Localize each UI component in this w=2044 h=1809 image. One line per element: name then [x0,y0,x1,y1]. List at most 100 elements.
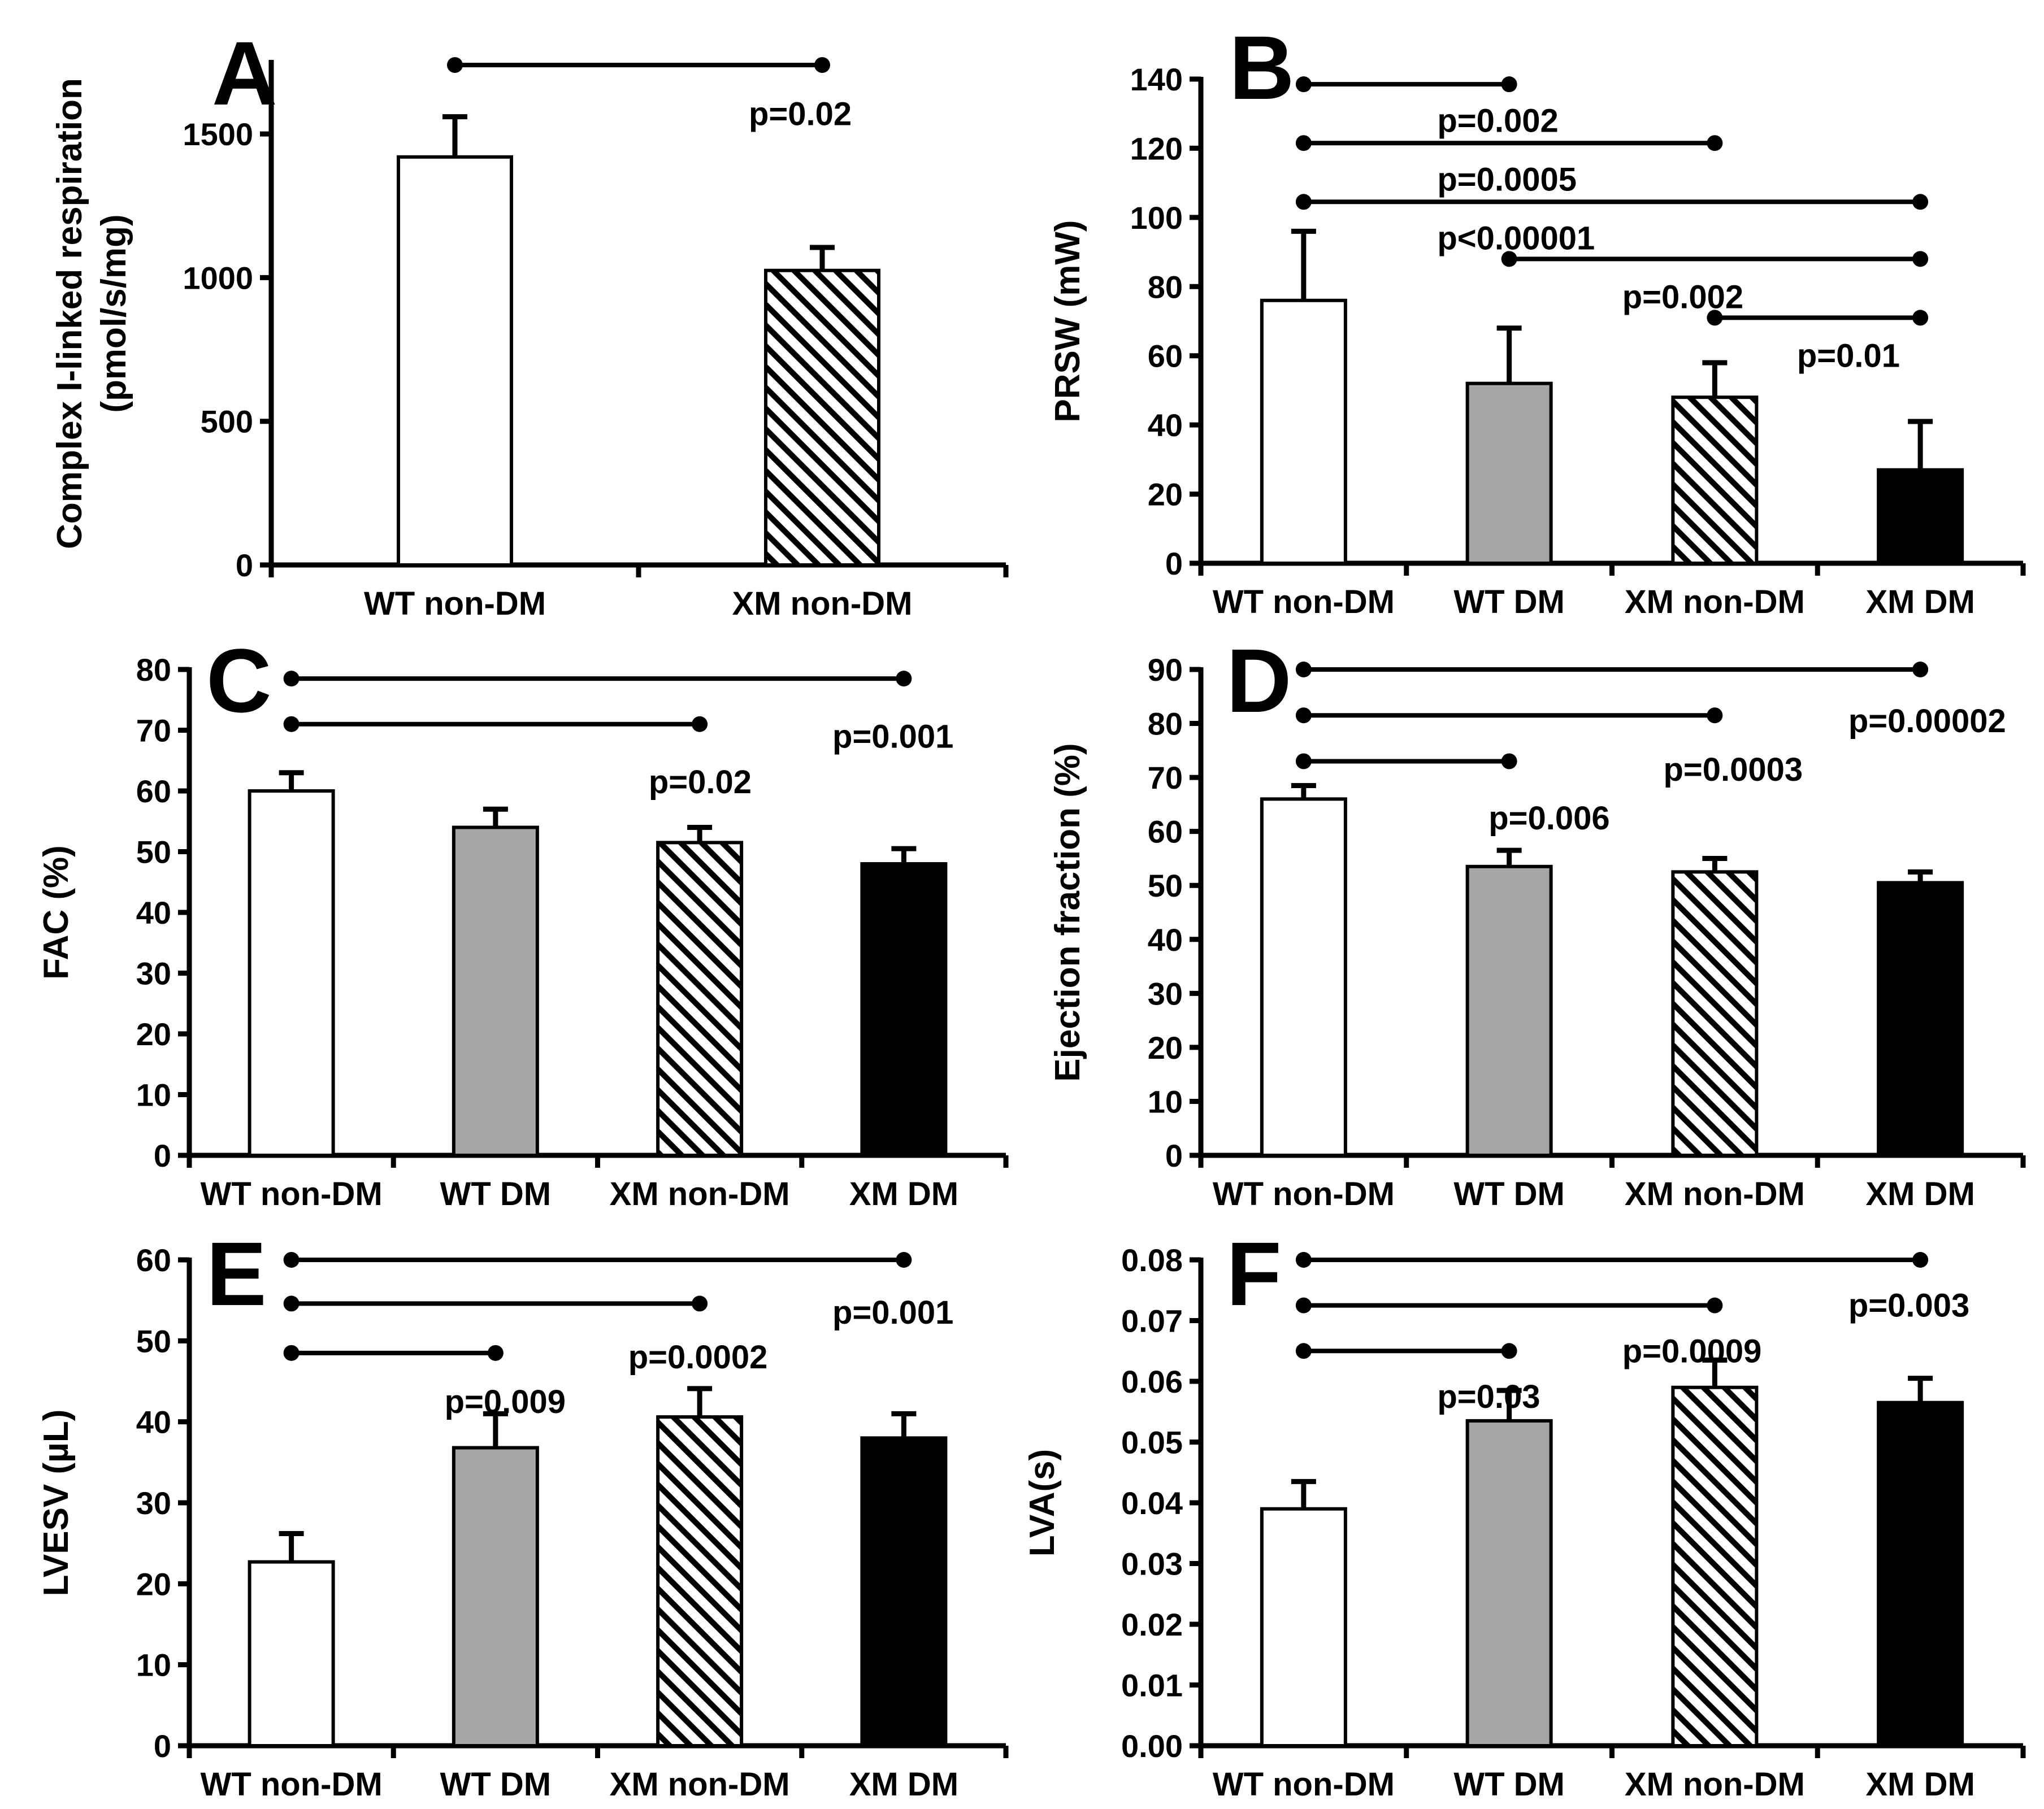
bar-wt-dm [452,825,539,1157]
comparison-dot [283,716,300,732]
p-value-label: p=0.001 [832,718,953,755]
x-category-label: XM non-DM [732,585,913,622]
x-category-label: XM DM [1865,584,1974,620]
panel-letter: E [206,1223,267,1324]
y-tick-label: 0.07 [1121,1303,1183,1339]
comparison-dot [1295,1252,1312,1268]
p-value-label: p=0.003 [1848,1288,1969,1324]
comparison-dot [1707,1297,1723,1314]
y-tick-label: 0 [1165,546,1183,581]
bar-xm-non-dm [764,268,880,567]
p-value-label: p=0.03 [1437,1379,1540,1415]
x-category-label: WT non-DM [201,1766,383,1803]
y-tick-label: 0 [154,1138,171,1173]
y-tick-label: 40 [1148,922,1183,958]
y-tick-label: 0.04 [1121,1485,1183,1521]
y-tick-label: 60 [136,1242,171,1278]
p-value-label: p=0.002 [1437,102,1558,139]
y-tick-label: 0 [154,1728,171,1764]
panel-a: 0 500 1000 1500 WT non-DM XM non-DM Complex I-… [50,23,1009,622]
bar-xm-non-dm [1671,870,1759,1158]
panel-letter: F [1226,1223,1282,1324]
p-value-label: p=0.001 [832,1294,953,1331]
comparison-dot [1501,76,1517,93]
bar-xm-non-dm [656,1415,744,1747]
p-value-label: p=0.01 [1797,338,1900,375]
x-category-label: WT DM [1453,1176,1565,1212]
y-axis-title-line: Complex I-linked respiration [50,78,89,549]
comparison-dot [692,1295,708,1312]
x-category-label: WT non-DM [1213,1766,1395,1803]
y-tick-label: 60 [136,773,171,809]
comparison-dot [1295,753,1312,769]
y-tick-label: 0.01 [1121,1668,1183,1703]
bar-wt-dm [452,1446,539,1748]
comparison-dot [1912,310,1929,326]
bar-wt-non-dm [397,155,513,567]
y-tick-label: 1500 [183,116,253,152]
bar-wt-dm [1465,1419,1553,1747]
p-value-label: p=0.02 [749,96,852,133]
panel-c: 0 10 20 30 40 50 60 70 80 WT non-DM WT DM XM non-DM… [37,630,1009,1212]
p-value-label: p=0.006 [1488,800,1609,837]
comparison-dot [1295,76,1312,93]
panel-d: 0 10 20 30 40 50 60 70 80 90 WT non-DM WT DM XM non-… [1048,630,2026,1212]
comparison-dot [1912,662,1929,677]
y-tick-label: 120 [1130,131,1183,166]
comparison-dot [692,716,708,732]
x-category-label: WT DM [440,1766,552,1803]
y-tick-label: 30 [1148,976,1183,1011]
y-tick-label: 90 [1148,652,1183,688]
y-axis-title: LVA(s) [1023,1449,1062,1557]
y-tick-label: 0.03 [1121,1546,1183,1582]
y-tick-label: 80 [136,652,171,688]
y-tick-label: 0.06 [1121,1364,1183,1399]
y-tick-label: 50 [136,1323,171,1359]
y-tick-label: 60 [1148,338,1183,374]
y-tick-label: 40 [1148,407,1183,443]
y-tick-label: 0.05 [1121,1425,1183,1460]
y-axis-title-line: (pmol/s/mg) [94,214,133,412]
y-tick-label: 30 [136,956,171,992]
y-tick-label: 70 [1148,760,1183,795]
x-category-label: XM non-DM [1625,1176,1805,1212]
x-category-label: WT non-DM [201,1176,383,1212]
panel-f: 0.00 0.01 0.02 0.03 0.04 0.05 0.06 0.07 0.08 WT n… [1023,1223,2026,1803]
y-tick-label: 50 [136,834,171,870]
x-category-label: WT DM [1453,1766,1565,1803]
y-axis-title-line: LVESV (µL) [37,1410,76,1597]
x-category-label: XM DM [849,1176,958,1212]
y-axis-title: Complex I-linked respiration (pmol/s/mg) [50,78,133,549]
panel-letter: A [212,23,277,124]
p-value-label: p=0.0005 [1437,162,1577,198]
comparison-dot [814,57,830,73]
p-value-label: p=0.0009 [1622,1333,1762,1369]
comparison-dot [896,671,912,687]
y-tick-label: 0.00 [1121,1728,1183,1764]
y-tick-label: 10 [136,1077,171,1113]
panel-b: 0 20 40 60 80 100 120 140 WT non-DM WT DM XM non-D… [1048,17,2026,620]
y-tick-label: 20 [1148,1030,1183,1066]
x-category-label: XM DM [1865,1766,1974,1803]
y-tick-label: 0.02 [1121,1607,1183,1642]
y-axis-title-line: LVA(s) [1023,1449,1062,1557]
comparison-dot [1501,753,1517,769]
comparison-dot [1501,1343,1517,1359]
p-value-label: p=0.0003 [1663,751,1803,788]
y-axis-title: LVESV (µL) [37,1410,76,1597]
comparison-dot [1707,707,1723,724]
bar-wt-non-dm [248,789,335,1157]
bar-xm-non-dm [656,841,744,1157]
y-tick-label: 1000 [183,260,253,295]
comparison-dot [447,57,463,73]
bar-wt-non-dm [1260,1507,1347,1747]
bar-wt-dm [1465,864,1553,1158]
comparison-dot [1501,251,1517,267]
y-tick-label: 20 [1148,477,1183,512]
y-tick-label: 30 [136,1485,171,1521]
comparison-dot [283,1252,300,1268]
y-axis-title-line: FAC (%) [37,845,76,980]
y-tick-label: 100 [1130,200,1183,236]
x-category-label: XM non-DM [1625,584,1805,620]
comparison-dot [487,1345,504,1361]
